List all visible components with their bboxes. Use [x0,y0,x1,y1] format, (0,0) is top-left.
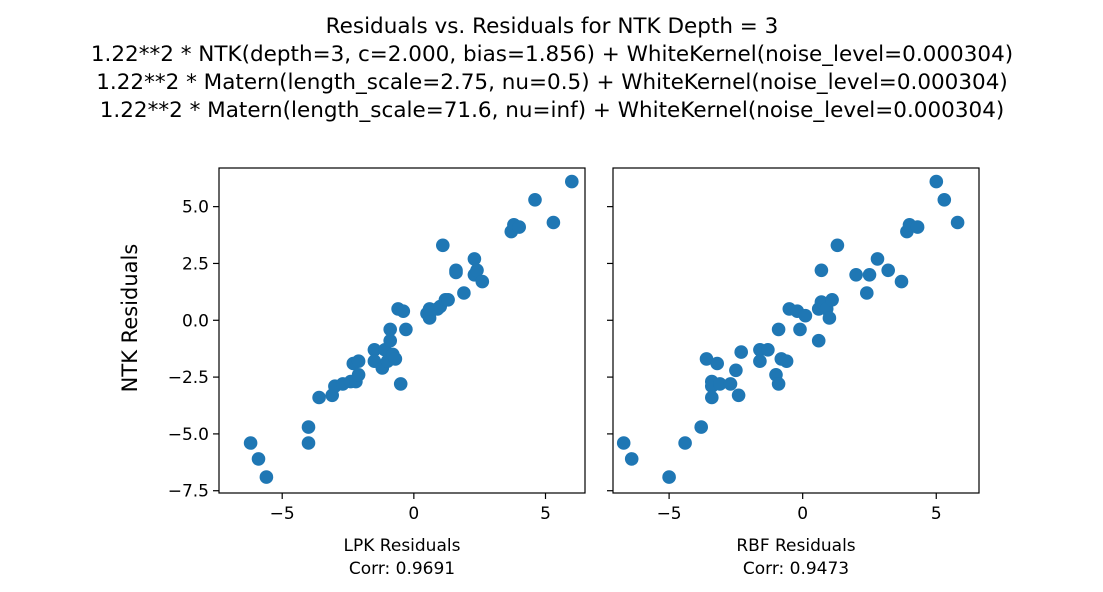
title-line-1: Residuals vs. Residuals for NTK Depth = … [326,14,779,39]
data-point [301,436,316,450]
data-point [830,238,845,253]
data-point [731,388,746,403]
data-point [734,345,748,359]
data-point [457,286,471,300]
data-point [251,452,266,466]
data-point [713,377,727,391]
data-point [565,174,579,189]
x-ticks: −5 0 5 [270,493,551,524]
y-axis-label: NTK Residuals [118,244,142,393]
y-ticks [607,206,613,492]
data-point [367,343,382,357]
data-point [383,322,398,337]
data-point [822,311,837,325]
data-point [449,265,463,280]
plot-frame [612,167,980,494]
y-tick-label: −7.5 [168,482,209,502]
x-tick-label: 0 [408,504,419,524]
data-point [825,293,839,307]
data-point [396,304,411,319]
data-point [729,363,743,378]
correlation-label: Corr: 0.9473 [743,559,849,579]
scatter-panel-rbf: −5 0 5 RBF Residuals Corr: 0.9473 [607,167,980,579]
data-point [662,470,676,484]
data-point [616,436,631,450]
data-point [811,333,826,348]
data-point [470,263,484,278]
data-point [710,356,724,371]
x-tick-label: −5 [657,504,682,524]
data-point [467,252,482,266]
data-point [910,220,925,234]
x-axis-label: LPK Residuals [344,536,461,556]
title-line-2: 1.22**2 * NTK(depth=3, c=2.000, bias=1.8… [91,42,1013,67]
data-point [761,343,775,357]
data-point [771,322,786,337]
data-point [399,322,413,337]
data-point [937,193,952,207]
data-point [950,215,965,230]
data-point [793,322,807,337]
data-point [301,420,316,434]
figure-title: Residuals vs. Residuals for NTK Depth = … [91,14,1013,123]
data-point [624,452,639,466]
data-point [393,377,408,391]
y-ticks: −7.5 −5.0 −2.5 0.0 2.5 5.0 [168,198,219,502]
data-point [798,308,813,323]
data-point [699,352,714,366]
data-point [383,333,398,348]
x-tick-label: 0 [797,504,808,524]
y-tick-label: −5.0 [168,425,209,445]
correlation-label: Corr: 0.9691 [349,559,455,579]
data-point [705,390,719,405]
data-point [894,274,909,289]
data-point [849,268,863,282]
data-points [616,174,965,484]
x-tick-label: 5 [931,504,942,524]
y-tick-label: 2.5 [182,254,209,274]
data-point [881,263,895,278]
data-point [862,268,877,282]
x-ticks: −5 0 5 [657,493,942,524]
data-point [753,354,767,369]
data-point [436,238,450,253]
data-point [779,354,794,369]
data-point [441,293,455,307]
data-point [723,377,738,391]
title-line-4: 1.22**2 * Matern(length_scale=71.6, nu=i… [100,98,1005,123]
data-point [351,368,366,382]
data-point [870,252,885,266]
y-tick-label: −2.5 [168,368,209,388]
data-point [312,390,326,405]
x-tick-label: −5 [270,504,295,524]
y-tick-label: 5.0 [182,198,209,218]
data-point [475,274,490,289]
data-point [814,263,829,278]
data-point [512,220,526,234]
x-axis-label: RBF Residuals [736,536,855,556]
x-tick-label: 5 [540,504,551,524]
data-point [388,352,403,366]
data-point [528,193,542,207]
title-line-3: 1.22**2 * Matern(length_scale=2.75, nu=0… [96,70,1008,95]
data-point [259,470,274,484]
data-point [351,354,366,369]
data-point [771,377,786,391]
data-point [243,436,258,450]
y-tick-label: 0.0 [182,311,209,331]
scatter-panel-lpk: −7.5 −5.0 −2.5 0.0 2.5 5.0 −5 0 5 LPK Residuals… [168,167,586,579]
plot-frame [218,167,586,494]
data-point [694,420,708,434]
data-point [929,174,944,189]
data-point [546,215,561,230]
data-point [678,436,692,450]
data-point [860,286,874,300]
data-points [243,174,579,484]
